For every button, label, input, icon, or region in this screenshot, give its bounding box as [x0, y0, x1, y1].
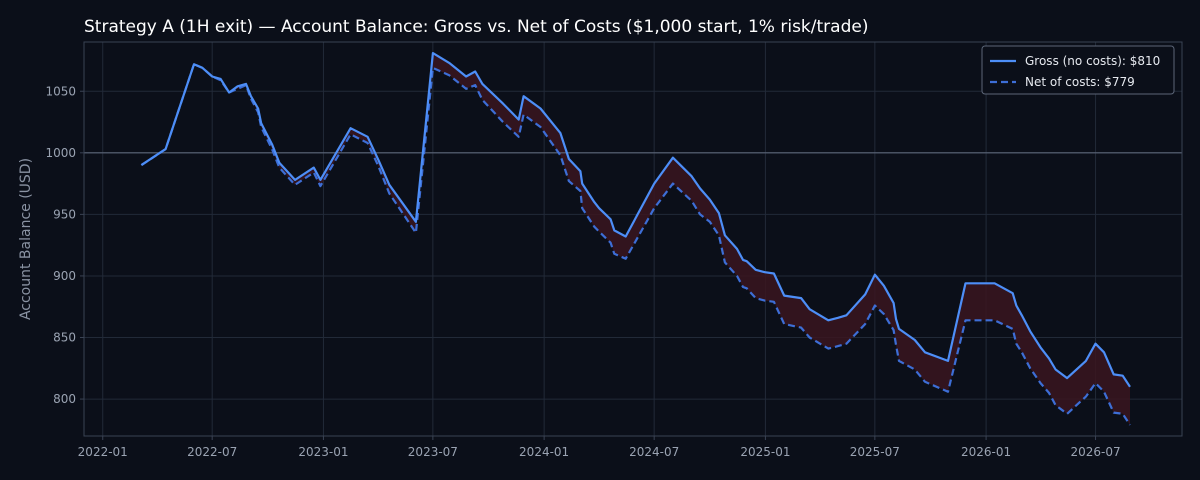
y-tick-label: 1050 [45, 84, 76, 98]
x-tick-label: 2022-07 [187, 445, 237, 459]
y-axis-label: Account Balance (USD) [18, 158, 34, 320]
y-tick-label: 950 [53, 207, 76, 221]
ticks: 2022-01 2022-07 2023-01 2023-07 2024-01 2024-… [45, 84, 1120, 459]
x-tick-label: 2026-01 [961, 445, 1011, 459]
x-tick-label: 2024-07 [629, 445, 679, 459]
axes-frame [83, 41, 1183, 437]
legend-box [981, 45, 1175, 95]
x-tick-label: 2022-01 [78, 445, 128, 459]
plot-frame [83, 41, 1183, 437]
x-tick-label: 2024-01 [519, 445, 569, 459]
x-tick-label: 2025-01 [740, 445, 790, 459]
y-tick-label: 900 [53, 269, 76, 283]
x-tick-label: 2023-01 [298, 445, 348, 459]
x-tick-label: 2025-07 [850, 445, 900, 459]
y-tick-label: 1000 [45, 146, 76, 160]
y-tick-label: 800 [53, 392, 76, 406]
legend: Gross (no costs): $810 Net of costs: $77… [981, 45, 1175, 95]
legend-label-gross: Gross (no costs): $810 [1025, 54, 1160, 68]
y-tick-label: 850 [53, 331, 76, 345]
series-lines [140, 51, 1131, 426]
chart-title: Strategy A (1H exit) — Account Balance: … [84, 17, 868, 37]
legend-label-net: Net of costs: $779 [1025, 75, 1135, 89]
series-line-gross [140, 51, 1131, 388]
x-tick-label: 2023-07 [408, 445, 458, 459]
x-tick-label: 2026-07 [1070, 445, 1120, 459]
series-line-net [140, 63, 1131, 426]
